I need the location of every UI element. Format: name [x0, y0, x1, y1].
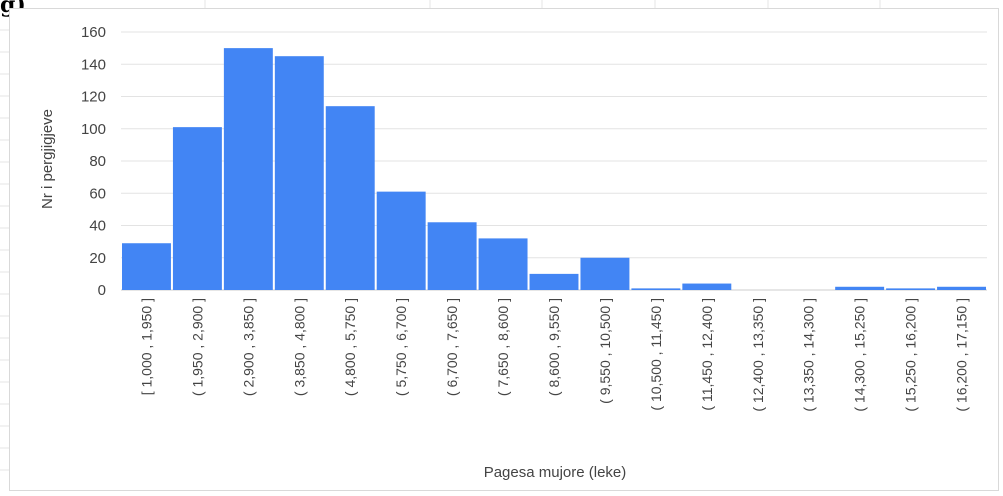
- y-tick-label: 120: [81, 89, 106, 106]
- bars: [122, 48, 986, 290]
- x-tick-label: ( 13,350 , 14,300 ]: [801, 298, 817, 412]
- y-tick-label: 140: [81, 56, 106, 73]
- y-axis-ticks: 0 20 40 60 80 100 120 140 160: [81, 24, 106, 299]
- x-tick-label: ( 3,850 , 4,800 ]: [291, 298, 307, 396]
- x-tick-label: ( 12,400 , 13,350 ]: [750, 298, 766, 412]
- histogram-bar: [325, 106, 375, 290]
- y-tick-label: 60: [89, 185, 106, 202]
- histogram-bar: [937, 286, 986, 290]
- y-axis-title: Nr i pergjigjeve: [39, 109, 56, 209]
- histogram-bar: [274, 56, 324, 290]
- x-axis-ticks: [ 1,000 , 1,950 ] ( 1,950 , 2,900 ] ( 2,90…: [138, 298, 969, 412]
- histogram-bar: [478, 238, 528, 290]
- y-tick-label: 160: [81, 24, 106, 41]
- histogram-bar: [122, 243, 171, 290]
- histogram-bar: [631, 288, 681, 290]
- histogram-bar: [172, 127, 222, 290]
- chart-frame: 0 20 40 60 80 100 120 140 160 [ 1,000 , 1,950 ] (…: [9, 8, 999, 491]
- x-tick-label: ( 8,600 , 9,550 ]: [546, 298, 562, 396]
- y-tick-label: 40: [89, 218, 106, 235]
- histogram-bar: [529, 273, 579, 290]
- y-tick-label: 100: [81, 121, 106, 138]
- x-tick-label: ( 1,950 , 2,900 ]: [189, 298, 205, 396]
- x-tick-label: [ 1,000 , 1,950 ]: [138, 298, 154, 395]
- histogram-bar: [376, 191, 426, 290]
- x-tick-label: ( 10,500 , 11,450 ]: [648, 298, 664, 411]
- y-tick-label: 80: [89, 153, 106, 170]
- x-tick-label: ( 15,250 , 16,200 ]: [903, 298, 919, 412]
- x-axis-title: Pagesa mujore (leke): [484, 464, 627, 481]
- x-tick-label: ( 16,200 , 17,150 ]: [954, 298, 970, 412]
- x-tick-label: ( 5,750 , 6,700 ]: [393, 298, 409, 396]
- y-tick-label: 0: [98, 282, 106, 299]
- histogram-bar: [580, 257, 630, 290]
- x-tick-label: ( 2,900 , 3,850 ]: [240, 298, 256, 396]
- x-tick-label: ( 14,300 , 15,250 ]: [852, 298, 868, 412]
- histogram-bar: [682, 283, 732, 290]
- histogram-chart: 0 20 40 60 80 100 120 140 160 [ 1,000 , 1,950 ] (…: [39, 24, 987, 481]
- histogram-bar: [427, 222, 477, 290]
- y-tick-label: 20: [89, 250, 106, 267]
- x-tick-label: ( 6,700 , 7,650 ]: [444, 298, 460, 396]
- histogram-bar: [835, 286, 885, 290]
- x-tick-label: ( 11,450 , 12,400 ]: [699, 298, 715, 411]
- x-tick-label: ( 7,650 , 8,600 ]: [495, 298, 511, 396]
- histogram-bar: [223, 48, 273, 290]
- histogram-bar: [886, 288, 936, 290]
- x-tick-label: ( 4,800 , 5,750 ]: [342, 298, 358, 396]
- x-tick-label: ( 9,550 , 10,500 ]: [597, 298, 613, 404]
